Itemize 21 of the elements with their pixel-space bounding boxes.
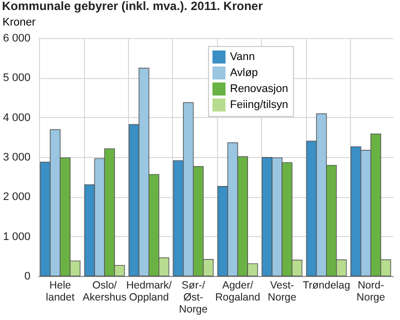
y-tick-label: 2 000 <box>2 191 30 204</box>
y-tick-label: 6 000 <box>2 32 30 44</box>
x-tick-label: Hele landet <box>46 280 75 304</box>
legend-label: Feiing/tilsyn <box>230 99 288 111</box>
legend-label: Vann <box>230 51 255 63</box>
y-tick-label: 1 000 <box>2 230 30 243</box>
y-tick-label: 4 000 <box>2 112 30 124</box>
x-tick-label: Hedmark/ Oppland <box>126 280 172 304</box>
legend-label: Renovasjon <box>230 83 288 95</box>
x-tick-label: Vest- Norge <box>268 280 297 304</box>
y-tick-label: 0 <box>24 270 30 282</box>
x-tick-label: Sør-/ Øst- Norge <box>179 280 208 316</box>
x-tick-label: Agder/ Rogaland <box>215 280 260 304</box>
x-tick-label: Nord- Norge <box>356 280 386 304</box>
chart-title: Kommunale gebyrer (inkl. mva.). 2011. Kroner <box>2 0 264 13</box>
x-tick-label: Oslo/ Akershus <box>82 280 126 304</box>
y-axis-title: Kroner <box>2 16 36 28</box>
x-tick-label: Trøndelag <box>302 280 350 292</box>
legend-label: Avløp <box>230 67 258 79</box>
y-tick-label: 3 000 <box>2 152 30 164</box>
y-tick-label: 5 000 <box>2 72 30 84</box>
